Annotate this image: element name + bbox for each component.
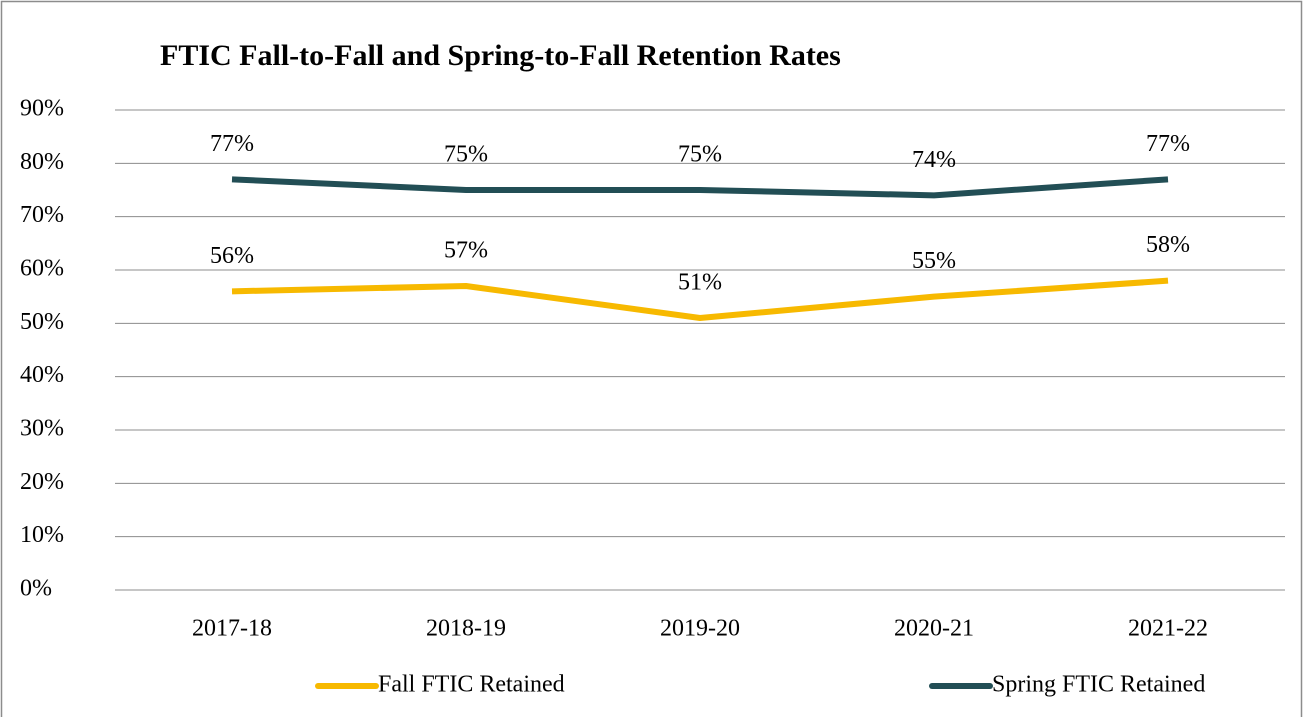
data-label: 74%: [912, 147, 956, 173]
data-label: 77%: [210, 131, 254, 157]
data-label: 75%: [678, 142, 722, 168]
y-tick-label: 90%: [20, 96, 64, 122]
y-tick-label: 70%: [20, 202, 64, 228]
y-tick-label: 40%: [20, 362, 64, 388]
series-line: [231, 277, 1169, 321]
series-line: [231, 176, 1169, 199]
x-tick-label: 2021-22: [1128, 616, 1208, 642]
y-tick-label: 10%: [20, 522, 64, 548]
data-label: 56%: [210, 243, 254, 269]
y-tick-label: 20%: [20, 469, 64, 495]
chart-title: FTIC Fall-to-Fall and Spring-to-Fall Ret…: [160, 39, 841, 72]
y-tick-label: 50%: [20, 309, 64, 335]
data-label: 58%: [1146, 232, 1190, 258]
y-tick-label: 30%: [20, 416, 64, 442]
x-tick-label: 2020-21: [894, 616, 974, 642]
y-tick-label: 60%: [20, 256, 64, 282]
data-label: 51%: [678, 270, 722, 296]
data-label: 55%: [912, 248, 956, 274]
x-tick-label: 2017-18: [192, 616, 272, 642]
x-tick-label: 2019-20: [660, 616, 740, 642]
x-tick-label: 2018-19: [426, 616, 506, 642]
y-tick-label: 0%: [20, 576, 52, 602]
data-label: 75%: [444, 142, 488, 168]
legend-label: Spring FTIC Retained: [992, 672, 1205, 698]
y-tick-label: 80%: [20, 149, 64, 175]
data-label: 57%: [444, 238, 488, 264]
legend-label: Fall FTIC Retained: [378, 672, 565, 698]
data-label: 77%: [1146, 131, 1190, 157]
